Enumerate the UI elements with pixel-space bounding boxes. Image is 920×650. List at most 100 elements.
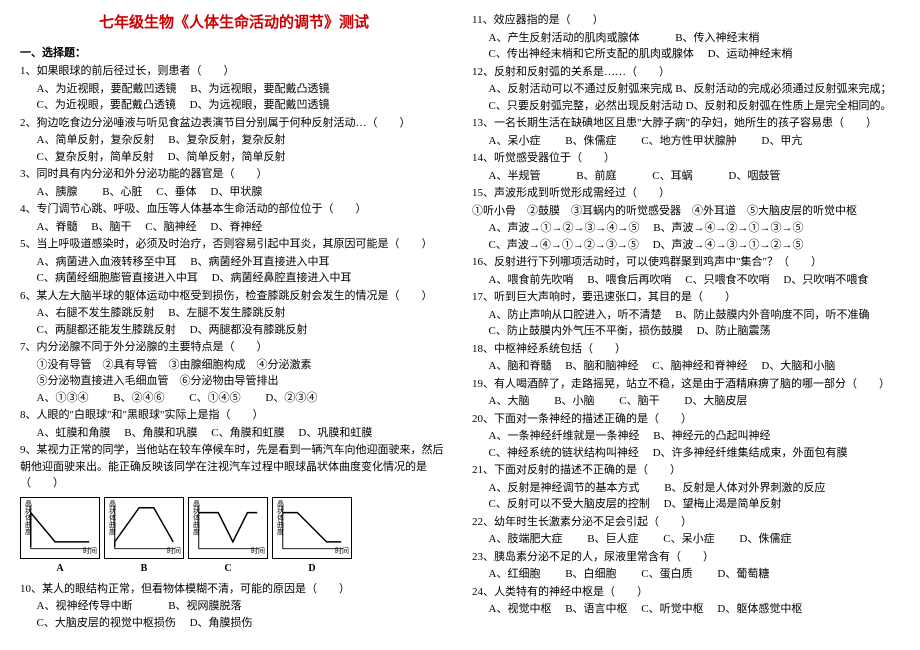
chart-d: 晶状体曲度 时间 — [272, 497, 352, 559]
q1-opt-b: B、为远视眼，要配戴凸透镜 — [190, 83, 329, 95]
q18-opt-c: C、脑神经和脊神经 — [652, 360, 747, 372]
chart-b-xlabel: 时间 — [167, 546, 181, 557]
q3-opt-d: D、甲状腺 — [210, 186, 262, 198]
exam-title: 七年级生物《人体生命活动的调节》测试 — [20, 12, 448, 35]
q5-opt-d: D、病菌经鼻腔直接进入中耳 — [212, 272, 352, 284]
q3-opt-c: C、垂体 — [156, 186, 196, 198]
q15-line: ①听小骨 ②鼓膜 ③耳蜗内的听觉感受器 ④外耳道 ⑤大脑皮层的听觉中枢 — [472, 203, 900, 220]
q10-opt-d: D、角膜损伤 — [190, 617, 253, 629]
q19-opt-d: D、大脑皮层 — [684, 395, 747, 407]
q5-opt-b: B、病菌经外耳直接进入中耳 — [190, 256, 329, 268]
chart-a-path — [31, 512, 89, 546]
q4-opt-a: A、脊髓 — [37, 221, 78, 233]
chart-d-label: D — [308, 561, 315, 576]
q14-opt-d: D、咽鼓管 — [728, 170, 780, 182]
question-1: 1、如果眼球的前后径过长，则患者（ ） — [20, 63, 448, 80]
q22-opt-b: B、巨人症 — [587, 533, 638, 545]
q13-opt-c: C、地方性甲状腺肿 — [641, 135, 736, 147]
question-19: 19、有人喝酒醉了，走路摇晃，站立不稳，这是由于酒精麻痹了脑的哪一部分（ ） — [472, 376, 900, 393]
q8-opt-b: B、角膜和巩膜 — [124, 427, 197, 439]
question-2: 2、狗边吃食边分泌唾液与听见食盆边表演节目分别属于何种反射活动…（ ） — [20, 115, 448, 132]
chart-b-path — [115, 507, 173, 546]
question-22: 22、幼年时生长激素分泌不足会引起（ ） — [472, 514, 900, 531]
q23-opt-c: C、蛋白质 — [641, 568, 692, 580]
question-5: 5、当上呼吸道感染时，必须及时治疗，否则容易引起中耳炎，其原因可能是（ ） — [20, 236, 448, 253]
q22-opt-d: D、侏儒症 — [739, 533, 791, 545]
q18-opt-a: A、脑和脊髓 — [489, 360, 552, 372]
question-9: 9、某视力正常的同学，当他站在较车停候车时，先是看到一辆汽车向他迎面驶来，然后朝… — [20, 442, 448, 492]
q1-opt-d: D、为远视眼，要配戴凹透镜 — [190, 99, 330, 111]
chart-d-path — [283, 512, 341, 541]
q5-opt-a: A、病菌进入血液转移至中耳 — [37, 256, 177, 268]
q4-opt-b: B、脑干 — [91, 221, 131, 233]
q24-opt-b: B、语言中枢 — [565, 603, 627, 615]
q5-opt-c: C、病菌经细胞膨管直接进入中耳 — [37, 272, 198, 284]
q11-opt-c: C、传出神经末梢和它所支配的肌肉或腺体 — [489, 48, 694, 60]
q11-opt-d: D、运动神经末梢 — [708, 48, 793, 60]
q15-opt-a: A、声波→①→②→③→④→⑤ — [489, 222, 640, 234]
question-17: 17、听到巨大声响时，要迅速张口，其目的是（ ） — [472, 289, 900, 306]
q3-opt-b: B、心脏 — [102, 186, 142, 198]
q7-line2: ⑤分泌物直接进入毛细血管 ⑥分泌物由导管排出 — [37, 375, 279, 387]
q21-opt-d: D、望梅止渴是简单反射 — [664, 498, 782, 510]
chart-d-xlabel: 时间 — [335, 546, 349, 557]
q21-opt-c: C、反射可以不受大脑皮层的控制 — [489, 498, 650, 510]
q17-opt-a: A、防止声响从口腔进入，听不清楚 — [489, 309, 662, 321]
question-16: 16、反射进行下列哪项活动时，可以使鸡群聚到鸡声中"集合"？（ ） — [472, 254, 900, 271]
q22-opt-c: C、呆小症 — [663, 533, 714, 545]
question-18: 18、中枢神经系统包括（ ） — [472, 341, 900, 358]
chart-a-xlabel: 时间 — [83, 546, 97, 557]
q11-opt-a: A、产生反射活动的肌肉或腺体 — [489, 32, 640, 44]
q11-opt-b: B、传入神经末梢 — [675, 32, 759, 44]
q17-opt-d: D、防止脑震荡 — [697, 325, 771, 337]
q2-opt-a: A、简单反射，复杂反射 — [37, 134, 155, 146]
chart-a: 晶状体曲度 时间 — [20, 497, 100, 559]
chart-c-path — [199, 512, 257, 541]
q4-opt-c: C、脑神经 — [145, 221, 196, 233]
q15-opt-d: D、声波→④→③→①→②→⑤ — [653, 239, 804, 251]
q1-opt-a: A、为近视眼，要配戴凹透镜 — [37, 83, 177, 95]
q20-opt-d: D、许多神经纤维集结成束，外面包有膜 — [653, 447, 848, 459]
q17-opt-b: B、防止鼓膜内外音响度不同，听不准确 — [675, 309, 869, 321]
q22-opt-a: A、肢端肥大症 — [489, 533, 563, 545]
q23-opt-a: A、红细胞 — [489, 568, 541, 580]
question-12: 12、反射和反射弧的关系是……（ ） — [472, 64, 900, 81]
q6-opt-c: C、两腿都还能发生膝跳反射 — [37, 324, 176, 336]
q6-opt-b: B、左腿不发生膝跳反射 — [168, 307, 285, 319]
q20-opt-b: B、神经元的凸起叫神经 — [653, 430, 770, 442]
q13-opt-b: B、侏儒症 — [565, 135, 616, 147]
question-21: 21、下面对反射的描述不正确的是（ ） — [472, 462, 900, 479]
q24-opt-d: D、躯体感觉中枢 — [717, 603, 802, 615]
q8-opt-d: D、巩膜和虹膜 — [298, 427, 372, 439]
section-1-head: 一、选择题： — [20, 45, 448, 62]
q13-opt-d: D、甲亢 — [761, 135, 802, 147]
q10-opt-b: B、视网膜脱落 — [168, 600, 241, 612]
question-6: 6、某人左大脑半球的躯体运动中枢受到损伤，检查膝跳反射会发生的情况是（ ） — [20, 288, 448, 305]
chart-b: 晶状体曲度 时间 — [104, 497, 184, 559]
q14-opt-c: C、耳蜗 — [652, 170, 692, 182]
question-23: 23、胰岛素分泌不足的人，尿液里常含有（ ） — [472, 549, 900, 566]
question-4: 4、专门调节心跳、呼吸、血压等人体基本生命活动的部位位于（ ） — [20, 201, 448, 218]
question-20: 20、下面对一条神经的描述正确的是（ ） — [472, 411, 900, 428]
question-7: 7、内分泌腺不同于外分泌腺的主要特点是（ ） — [20, 339, 448, 356]
q21-opt-a: A、反射是神经调节的基本方式 — [489, 482, 640, 494]
q16-opt-d: D、只吹哨不喂食 — [783, 274, 868, 286]
q6-opt-a: A、右腿不发生膝跳反射 — [37, 307, 155, 319]
q6-opt-d: D、两腿都没有膝跳反射 — [190, 324, 308, 336]
question-15: 15、声波形成到听觉形成需经过（ ） — [472, 185, 900, 202]
q12-opt-cd: C、只要反射弧完整，必然出现反射活动 D、反射和反射弧在性质上是完全相同的。 — [489, 100, 892, 112]
q7-opt-a: A、①③④ — [37, 392, 89, 404]
q19-opt-a: A、大脑 — [489, 395, 530, 407]
q16-opt-b: B、喂食后再吹哨 — [587, 274, 671, 286]
q7-opt-b: B、②④⑥ — [113, 392, 164, 404]
question-10: 10、某人的眼结构正常，但看物体模糊不清，可能的原因是（ ） — [20, 581, 448, 598]
q10-opt-c: C、大脑皮层的视觉中枢损伤 — [37, 617, 176, 629]
q2-opt-d: D、简单反射，简单反射 — [168, 151, 286, 163]
q8-opt-a: A、虹膜和角膜 — [37, 427, 111, 439]
q20-opt-a: A、一条神经纤维就是一条神经 — [489, 430, 640, 442]
q7-line1: ①没有导管 ②具有导管 ③由腺细胞构成 ④分泌激素 — [37, 359, 312, 371]
q19-opt-b: B、小脑 — [554, 395, 594, 407]
chart-c-xlabel: 时间 — [251, 546, 265, 557]
q4-opt-d: D、脊神经 — [210, 221, 262, 233]
q8-opt-c: C、角膜和虹膜 — [211, 427, 284, 439]
